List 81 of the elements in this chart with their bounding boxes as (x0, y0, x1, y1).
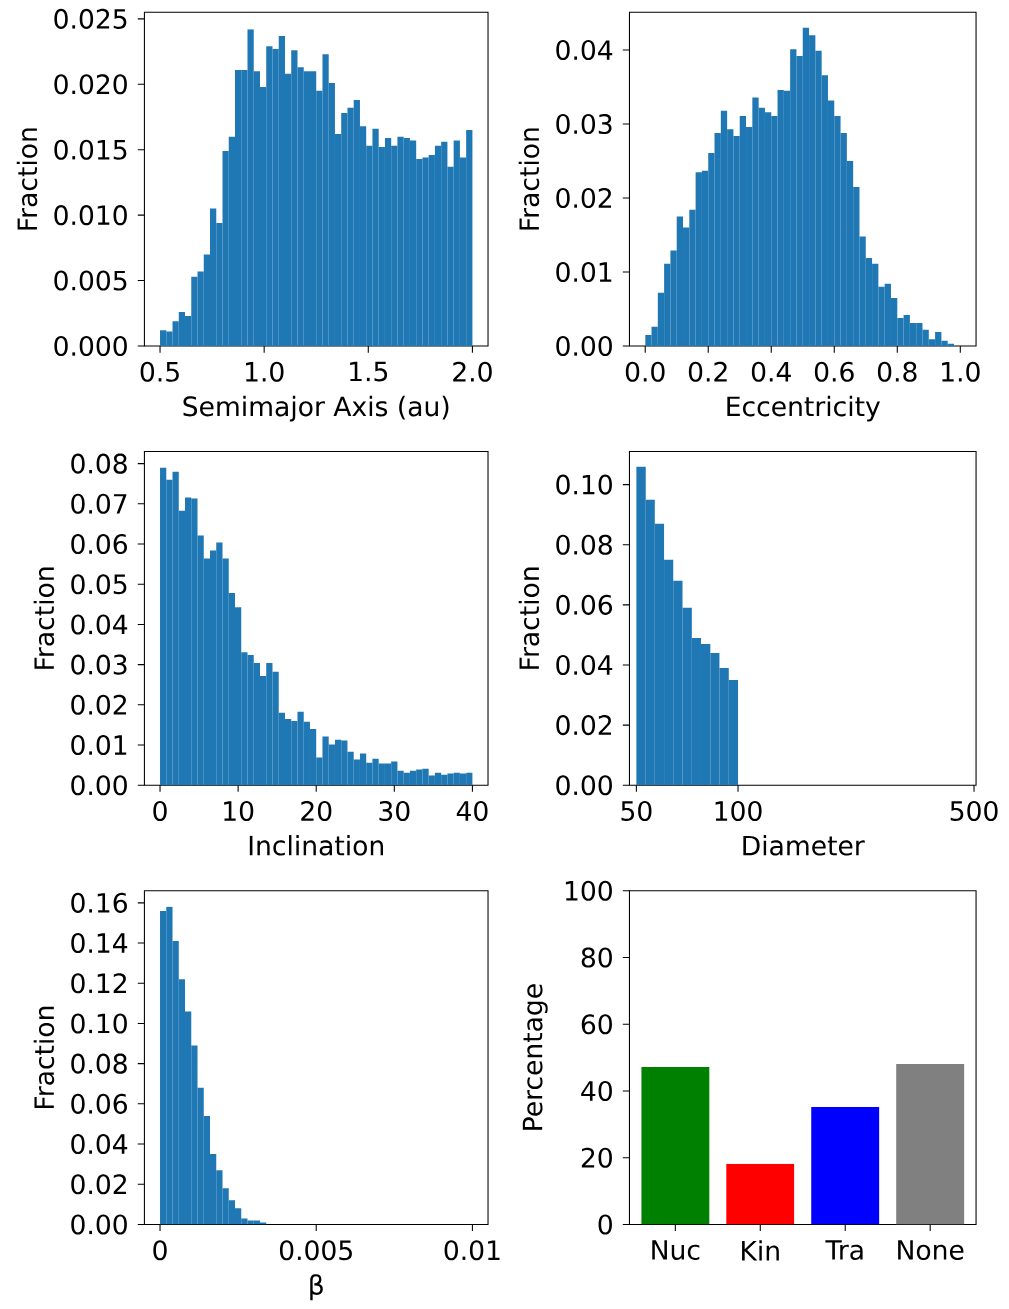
y-tick-label: 0.04 (556, 654, 613, 676)
x-tick-label: 0.0 (625, 361, 665, 382)
bar (726, 1163, 795, 1225)
x-tick-label: 0.005 (280, 1240, 352, 1261)
y-tick-label: 0.07 (71, 493, 127, 514)
y-tick-label: 0.00 (71, 775, 127, 796)
y-tick-label: 0.06 (71, 1093, 128, 1114)
x-tick-label: 1.0 (942, 361, 980, 382)
y-tick-label: 0.10 (71, 1013, 127, 1034)
x-tick-label: 10 (224, 800, 254, 822)
y-tick-label: 0.10 (556, 474, 612, 495)
x-tick-label: 0.6 (814, 361, 854, 382)
y-tick-label: 0.02 (71, 694, 127, 715)
x-tick-label: 2.0 (453, 361, 492, 382)
y-axis-title: Fraction (518, 128, 540, 230)
y-axis-title: Fraction (33, 567, 55, 669)
y-tick-label: 0 (598, 1214, 612, 1235)
bar (641, 1066, 710, 1225)
y-tick-label: 100 (565, 880, 612, 901)
x-tick-label: 0 (153, 1240, 167, 1261)
y-tick-label: 0.08 (556, 534, 612, 555)
y-axis-title: Fraction (33, 1006, 55, 1109)
x-tick-label: 0 (153, 800, 167, 822)
x-tick-label: None (898, 1240, 964, 1260)
bar (811, 1106, 880, 1225)
y-tick-label: 20 (581, 1147, 612, 1168)
y-tick-label: 0.05 (71, 574, 127, 595)
y-tick-label: 80 (581, 947, 612, 968)
x-tick-label: 50 (621, 800, 652, 822)
x-tick-label: 500 (950, 800, 998, 822)
y-axis-title: Fraction (16, 128, 38, 230)
y-tick-label: 0.020 (54, 74, 127, 95)
y-tick-label: 0.010 (54, 205, 127, 226)
y-tick-label: 0.06 (556, 594, 613, 615)
x-tick-label: 30 (379, 800, 410, 822)
y-tick-label: 0.005 (54, 270, 127, 291)
x-tick-label: 0.4 (751, 361, 791, 382)
y-tick-label: 0.02 (556, 715, 612, 736)
x-tick-label: Nuc (652, 1240, 700, 1260)
y-tick-label: 0.12 (71, 973, 127, 994)
x-tick-label: 0.5 (140, 361, 179, 382)
y-tick-label: 0.00 (556, 335, 612, 357)
y-tick-label: 40 (581, 1080, 612, 1102)
y-tick-label: 0.08 (71, 1053, 127, 1074)
x-axis-title: Semimajor Axis (au) (183, 395, 449, 422)
y-tick-label: 0.08 (71, 453, 127, 474)
y-axis-title: Percentage (522, 984, 548, 1130)
x-tick-label: 0.8 (877, 361, 917, 382)
x-tick-label: 20 (301, 800, 332, 822)
y-tick-label: 0.00 (71, 1214, 127, 1235)
y-tick-label: 0.015 (54, 139, 127, 160)
y-tick-label: 0.06 (71, 533, 128, 555)
x-tick-label: 100 (715, 800, 762, 822)
y-tick-label: 0.03 (556, 114, 612, 135)
y-tick-label: 0.04 (71, 614, 128, 635)
bar (896, 1063, 965, 1225)
y-tick-label: 0.02 (556, 187, 612, 209)
y-tick-label: 0.14 (71, 933, 128, 954)
y-tick-label: 0.025 (54, 8, 127, 29)
y-tick-label: 0.000 (54, 335, 127, 357)
x-axis-title: Inclination (249, 835, 384, 856)
y-tick-label: 0.04 (556, 40, 613, 61)
y-axis-title: Fraction (518, 567, 540, 669)
y-tick-label: 0.02 (71, 1174, 127, 1195)
x-tick-label: 40 (456, 800, 488, 822)
x-tick-label: 0.2 (688, 361, 727, 382)
x-axis-title: Diameter (743, 835, 865, 856)
x-tick-label: 1.5 (350, 361, 388, 382)
y-tick-label: 0.01 (556, 261, 612, 283)
x-tick-label: Kin (742, 1240, 779, 1261)
y-tick-label: 0.04 (71, 1134, 128, 1155)
y-tick-label: 0.01 (71, 734, 127, 756)
x-axis-title: β (310, 1274, 323, 1301)
x-tick-label: 0.01 (444, 1240, 500, 1261)
x-tick-label: 1.0 (246, 361, 284, 382)
x-axis-title: Eccentricity (727, 395, 881, 422)
y-tick-label: 0.16 (71, 892, 128, 913)
x-tick-label: Tra (825, 1240, 863, 1260)
y-tick-label: 60 (581, 1014, 612, 1035)
y-tick-label: 0.03 (71, 654, 127, 675)
y-tick-label: 0.00 (556, 775, 612, 796)
